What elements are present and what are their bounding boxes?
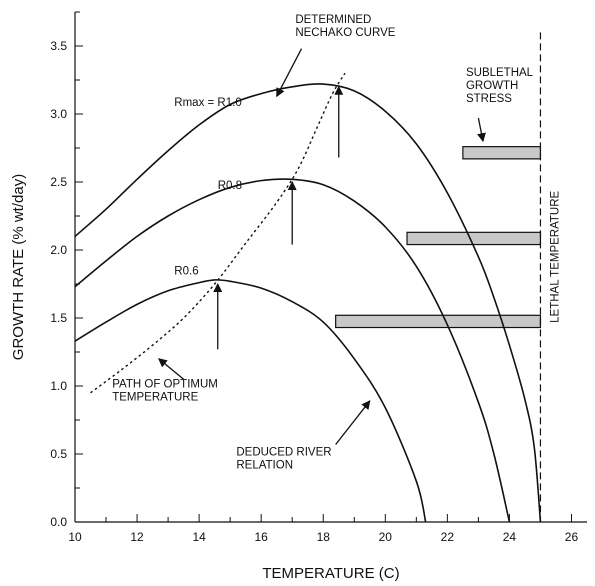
y-tick-label: 1.5 [50,311,67,325]
y-tick-label: 3.0 [50,107,67,121]
annotation-arrow-sublethal-stress [477,117,486,143]
x-tick-label: 16 [255,530,269,544]
annotation-line: SUBLETHAL [466,67,534,79]
lethal-temperature-label: LETHAL TEMPERATURE [549,190,561,322]
annotation-line: RELATION [236,459,293,471]
y-tick-label: 1.0 [50,379,67,393]
annotation-sublethal-stress: SUBLETHAL GROWTH STRESS [466,67,534,105]
y-axis-title: GROWTH RATE (% wt/day) [10,174,27,360]
annotation-arrow-deduced-river [335,400,371,445]
annotation-r08-label: R0.8 [218,180,242,192]
annotation-line: PATH OF OPTIMUM [112,378,218,390]
annotation-line: DEDUCED RIVER [236,446,331,458]
growth-curves [74,72,542,523]
y-tick-label: 0.5 [50,447,67,461]
annotation-line: Rmax = R1.0 [174,97,241,109]
x-tick-label: 22 [441,530,455,544]
sublethal-stress-bars [335,146,542,329]
y-tick-label: 3.5 [50,39,67,53]
annotation-line: R0.6 [174,265,198,277]
x-tick-label: 26 [565,530,579,544]
annotation-line: STRESS [466,93,512,105]
annotation-determined-nechako: DETERMINED NECHAKO CURVE [295,14,395,39]
optimum-arrows [213,85,344,350]
sublethal-stress-bar [406,231,542,246]
annotation-line: NECHAKO CURVE [295,27,395,39]
plot-frame [74,12,587,523]
annotation-line: R0.8 [218,180,242,192]
x-tick-label: 20 [379,530,393,544]
y-tick-label: 2.0 [50,243,67,257]
lethal-temperature-marker: LETHAL TEMPERATURE [539,32,561,522]
annotation-rmax-label: Rmax = R1.0 [174,97,241,109]
growth-curve-3 [74,279,427,523]
growth-curve-1 [74,83,542,523]
x-axis-ticks: 10 12 14 16 18 20 22 24 26 [68,514,578,544]
x-tick-label: 14 [192,530,206,544]
annotation-r06-label: R0.6 [174,265,198,277]
sublethal-stress-bar [335,314,542,329]
x-tick-label: 24 [503,530,517,544]
chart-annotations: DETERMINED NECHAKO CURVE Rmax = R1.0 R0.8 R0… [112,14,533,471]
annotation-arrow-path-optimum [158,358,185,380]
annotation-line: GROWTH [466,80,518,92]
x-axis-title: TEMPERATURE (C) [262,565,399,582]
annotation-deduced-river: DEDUCED RIVER RELATION [236,446,331,471]
annotation-line: TEMPERATURE [112,391,198,403]
x-tick-label: 10 [68,530,82,544]
annotation-arrow-determined-nechako [276,48,303,98]
optimum-temperature-path [90,72,346,394]
y-tick-label: 0.0 [50,515,67,529]
x-tick-label: 12 [130,530,144,544]
y-tick-label: 2.5 [50,175,67,189]
growth-curve-2 [74,178,511,523]
y-axis-ticks: 0.0 0.5 1.0 1.5 2.0 2.5 3.0 3.5 [50,11,83,529]
sublethal-stress-bar [462,146,542,160]
x-tick-label: 18 [317,530,331,544]
annotation-path-optimum: PATH OF OPTIMUM TEMPERATURE [112,378,218,403]
annotation-line: DETERMINED [295,14,371,26]
